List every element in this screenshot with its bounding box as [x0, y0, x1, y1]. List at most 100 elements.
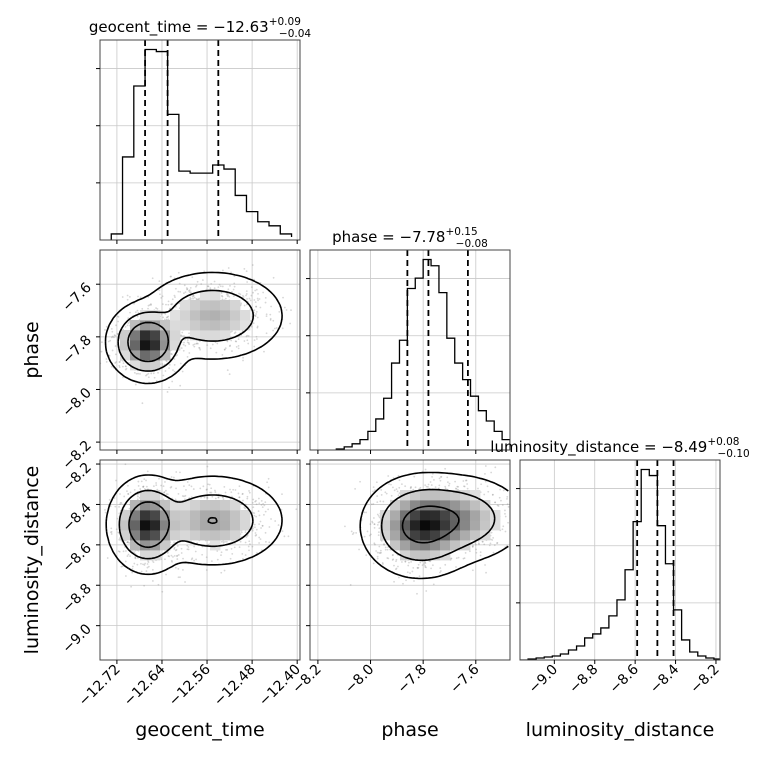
sample-point: [241, 553, 244, 555]
sample-point: [158, 280, 161, 283]
sample-point: [272, 319, 275, 322]
sample-point: [438, 477, 441, 480]
sample-point: [125, 367, 128, 370]
density-cell: [470, 520, 481, 531]
sample-point: [454, 487, 457, 490]
sample-point: [231, 330, 233, 333]
density-cell: [230, 320, 241, 331]
sample-point: [120, 565, 123, 568]
sample-point: [127, 322, 130, 325]
density-cell: [160, 320, 171, 331]
density-cell: [140, 350, 151, 361]
sample-point: [179, 362, 182, 365]
density-cell: [430, 510, 441, 521]
density-cell: [210, 510, 221, 521]
xtick-label-luminosity_distance: −8.6: [607, 661, 642, 696]
sample-point: [145, 485, 148, 488]
density-cell: [150, 350, 161, 361]
sample-point: [177, 290, 180, 293]
density-cell: [440, 540, 451, 551]
sample-point: [231, 350, 233, 352]
sample-point: [127, 541, 129, 543]
sample-point: [221, 295, 224, 298]
sample-point: [407, 564, 410, 567]
sample-point: [165, 360, 168, 363]
sample-point: [383, 543, 385, 545]
sample-point: [492, 493, 494, 496]
sample-point: [193, 296, 196, 299]
sample-point: [126, 490, 128, 493]
density-cell: [230, 510, 241, 521]
sample-point: [257, 299, 259, 302]
sample-point: [169, 307, 172, 310]
sample-point: [188, 291, 191, 294]
sample-point: [227, 288, 230, 291]
sample-point: [485, 571, 487, 574]
sample-point: [194, 285, 197, 288]
sample-point: [522, 498, 524, 500]
density-cell: [190, 330, 201, 341]
density-cell: [240, 320, 251, 331]
density-cell: [460, 500, 471, 511]
density-cell: [170, 530, 181, 541]
sample-point: [122, 550, 125, 553]
sample-point: [223, 485, 226, 488]
sample-point: [193, 345, 196, 348]
sample-point: [351, 533, 354, 536]
sample-point: [251, 511, 254, 514]
sample-point: [490, 531, 493, 534]
sample-point: [497, 505, 500, 507]
sample-point: [109, 339, 112, 342]
sample-point: [125, 575, 127, 577]
sample-point: [129, 311, 131, 314]
sample-point: [118, 538, 121, 541]
sample-point: [185, 287, 188, 289]
sample-point: [134, 557, 137, 560]
sample-point: [513, 496, 515, 498]
sample-point: [195, 342, 198, 345]
sample-point: [242, 499, 244, 502]
sample-point: [221, 294, 223, 297]
sample-point: [183, 341, 185, 344]
density-cell: [410, 490, 421, 501]
density-cell: [210, 530, 221, 541]
sample-point: [237, 345, 240, 347]
sample-point: [137, 480, 140, 483]
sample-point: [269, 319, 272, 321]
sample-point: [190, 297, 192, 300]
sample-point: [141, 307, 144, 310]
sample-point: [179, 291, 182, 293]
sample-point: [546, 527, 548, 529]
sample-point: [173, 358, 176, 360]
density-cell: [450, 490, 461, 501]
density-cell: [180, 320, 191, 331]
sample-point: [172, 369, 174, 372]
density-cell: [160, 500, 171, 511]
sample-point: [208, 483, 211, 486]
sample-point: [145, 570, 148, 572]
xtick-label-geocent_time: −12.72: [76, 662, 124, 710]
sample-point: [478, 543, 480, 546]
contour-level-0: [401, 505, 460, 544]
sample-point: [392, 558, 395, 561]
sample-point: [157, 371, 159, 374]
panel-frame: [309, 459, 511, 661]
sample-point: [447, 484, 450, 487]
panel-content: [100, 460, 300, 660]
sample-point: [176, 558, 179, 560]
sample-point: [220, 571, 223, 574]
sample-point: [515, 477, 517, 479]
sample-point: [235, 345, 238, 348]
sample-point: [110, 327, 113, 330]
sample-point: [506, 498, 508, 500]
sample-point: [160, 313, 163, 316]
sample-point: [387, 475, 390, 477]
sample-point: [352, 531, 355, 534]
sample-point: [444, 563, 447, 566]
sample-point: [255, 305, 257, 308]
sample-point: [124, 368, 127, 371]
sample-point: [395, 488, 398, 491]
hist-frame-luminosity_distance: [519, 459, 721, 661]
density-cell: [200, 290, 211, 301]
sample-point: [373, 489, 376, 492]
